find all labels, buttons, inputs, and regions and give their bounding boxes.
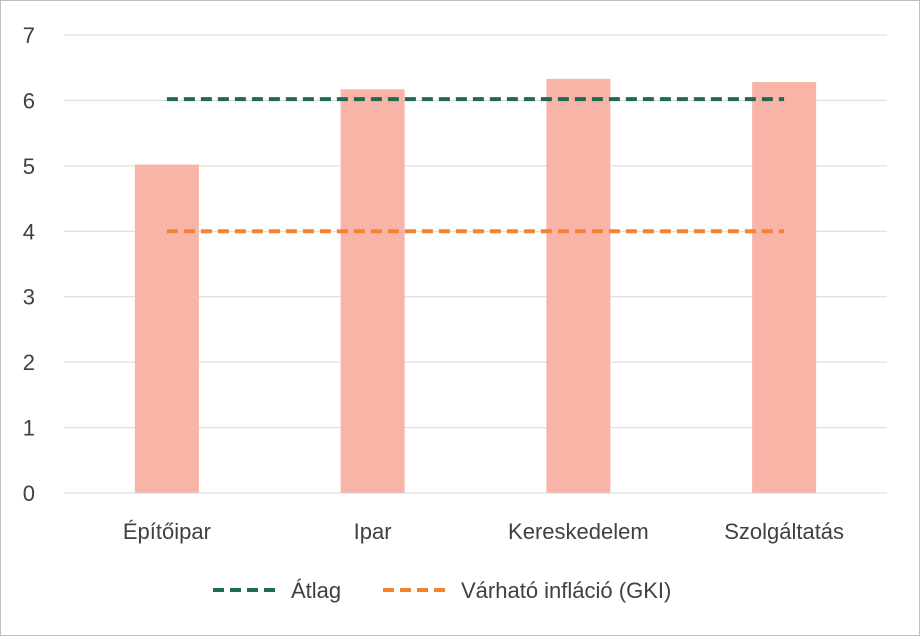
bar-3 xyxy=(546,78,611,493)
legend-item-average: Átlag xyxy=(213,578,341,603)
y-tick-label: 3 xyxy=(23,285,35,310)
bar-4 xyxy=(752,82,817,493)
bar-1 xyxy=(134,164,199,493)
legend: Átlag Várható infláció (GKI) xyxy=(213,578,671,603)
y-tick-label: 5 xyxy=(23,154,35,179)
y-tick-label: 7 xyxy=(23,23,35,48)
y-tick-label: 1 xyxy=(23,416,35,441)
x-category-label: Kereskedelem xyxy=(508,519,649,544)
legend-item-inflation: Várható infláció (GKI) xyxy=(383,578,671,603)
y-axis-ticks: 0 1 2 3 4 5 6 7 xyxy=(23,23,35,506)
bars xyxy=(134,78,817,493)
x-category-label: Építőipar xyxy=(123,519,211,544)
legend-label: Átlag xyxy=(291,578,341,603)
legend-label: Várható infláció (GKI) xyxy=(461,578,671,603)
x-category-label: Ipar xyxy=(354,519,392,544)
y-tick-label: 6 xyxy=(23,88,35,113)
bar-2 xyxy=(340,89,405,493)
y-tick-label: 4 xyxy=(23,219,35,244)
x-axis-categories: Építőipar Ipar Kereskedelem Szolgáltatás xyxy=(123,519,844,544)
y-tick-label: 0 xyxy=(23,481,35,506)
series-lines xyxy=(166,97,785,234)
x-category-label: Szolgáltatás xyxy=(724,519,844,544)
y-tick-label: 2 xyxy=(23,350,35,375)
